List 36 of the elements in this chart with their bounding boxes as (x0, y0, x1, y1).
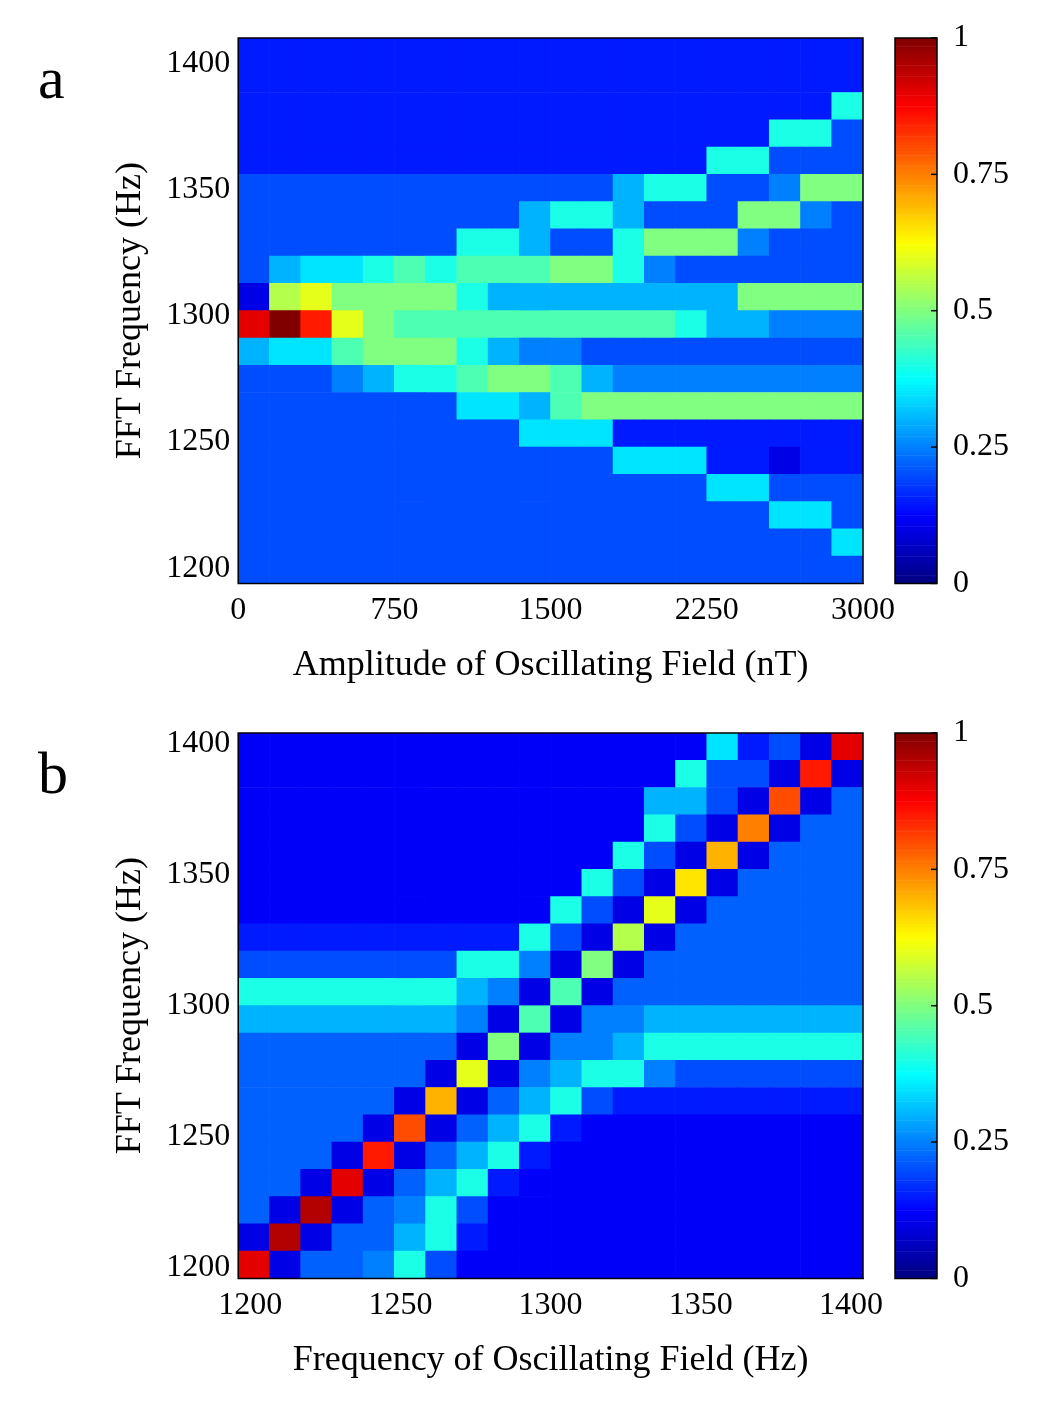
y-tick-label: 1200 (166, 1247, 231, 1284)
color-bar-label: 0.25 (953, 426, 1009, 463)
x-tick-label: 1250 (368, 1285, 433, 1322)
y-tick-label: 1350 (166, 168, 231, 205)
y-tick-label: 1200 (166, 547, 231, 584)
x-tick-label: 1300 (518, 1285, 583, 1322)
y-tick-label: 1350 (166, 854, 231, 890)
x-tick-label: 1200 (218, 1285, 283, 1322)
y-axis-title: FFT Frequency (Hz) (108, 857, 149, 1155)
color-bar-label: 1 (953, 712, 969, 749)
y-tick-label: 1250 (166, 1116, 231, 1153)
y-tick-label: 1400 (166, 42, 231, 79)
x-axis-title: Amplitude of Oscillating Field (nT) (292, 642, 809, 683)
y-tick-label: 1300 (166, 985, 231, 1022)
color-bar-label: 1 (953, 17, 969, 54)
x-tick-label: 750 (370, 590, 419, 627)
y-axis-title: FFT Frequency (Hz) (108, 162, 149, 460)
text: b (38, 740, 68, 806)
y-tick-label: 1250 (166, 421, 231, 458)
color-bar-label: 0 (953, 1257, 969, 1294)
x-tick-label: 1400 (818, 1285, 883, 1322)
color-bar-label: 0.25 (953, 1121, 1009, 1158)
color-bar-label: 0.5 (953, 985, 993, 1022)
color-bar-label: 0 (953, 562, 969, 599)
y-tick-label: 1300 (166, 295, 231, 332)
text: a (38, 45, 65, 111)
x-tick-label: 1500 (518, 590, 583, 627)
color-bar-label: 0.75 (953, 848, 1009, 885)
x-axis-title: Frequency of Oscillating Field (Hz) (292, 1337, 809, 1378)
color-bar-label: 0.75 (953, 153, 1009, 190)
y-tick-label: 1400 (166, 722, 231, 759)
x-tick-label: 3000 (831, 590, 895, 627)
color-bar-label: 0.5 (953, 290, 993, 327)
x-tick-label: 2250 (674, 590, 739, 627)
x-tick-label: 0 (230, 590, 247, 627)
x-tick-label: 1350 (668, 1285, 733, 1322)
